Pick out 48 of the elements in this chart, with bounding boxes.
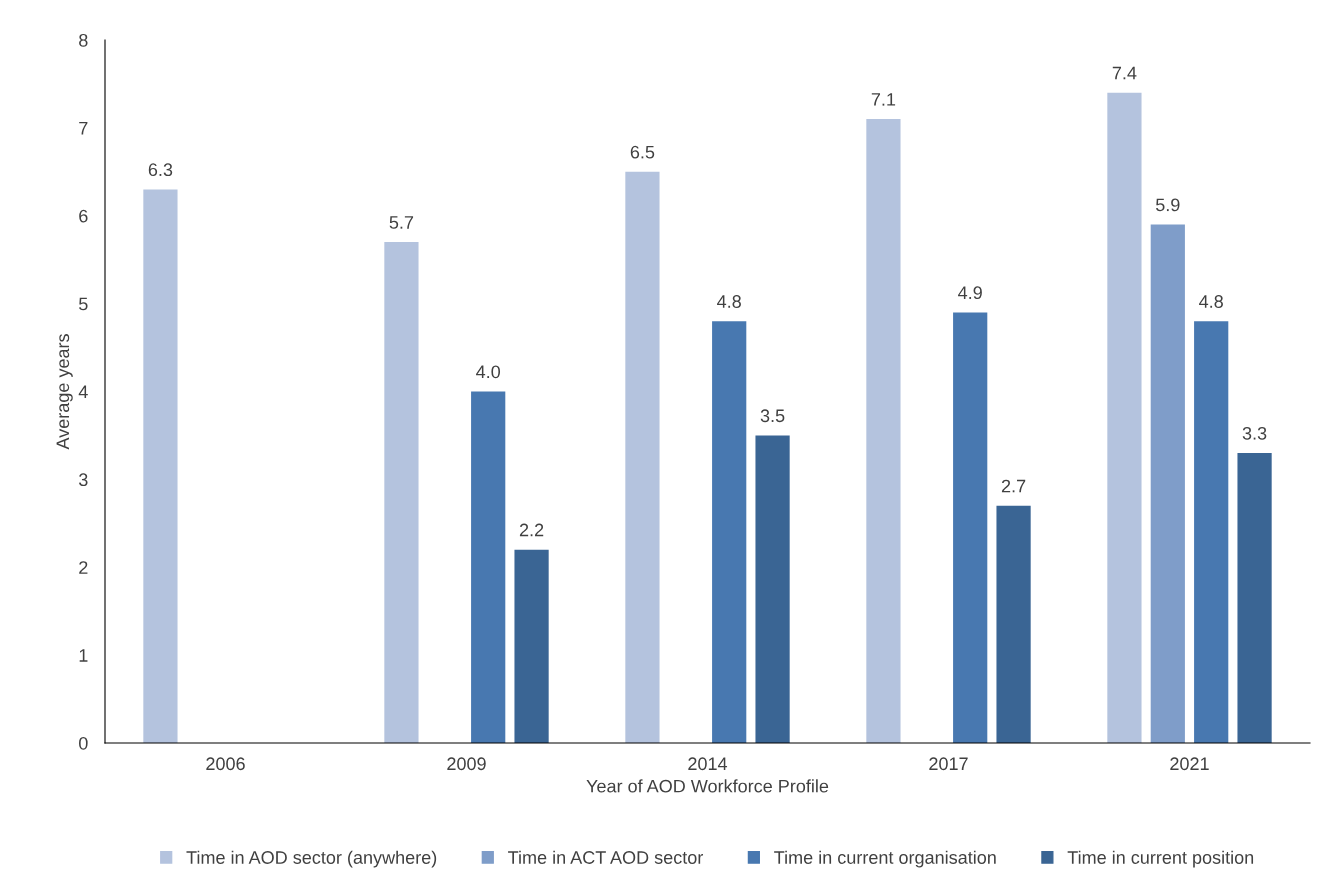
bar [471, 391, 506, 743]
data-label: 2.2 [519, 523, 544, 537]
data-label: 5.7 [389, 216, 414, 229]
bar [143, 189, 178, 743]
y-tick-label: 6 [79, 209, 88, 223]
bar [953, 312, 988, 743]
bar [866, 119, 901, 743]
bar [1194, 321, 1229, 743]
bar [712, 321, 747, 743]
data-label: 7.1 [871, 93, 896, 106]
data-label: 3.5 [760, 409, 785, 423]
data-label: 7.4 [1112, 66, 1137, 80]
legend-label: Time in current organisation [774, 850, 996, 868]
bar [1107, 92, 1142, 743]
x-tick-label: 2009 [447, 757, 486, 771]
y-tick-label: 5 [79, 297, 88, 311]
bar [384, 242, 419, 743]
legend-label: Time in AOD sector (anywhere) [186, 850, 437, 868]
x-tick-label: 2014 [688, 757, 728, 771]
bar [514, 549, 549, 743]
bar [1237, 453, 1272, 743]
y-axis-title: Average years [56, 334, 73, 450]
bar [996, 505, 1031, 743]
x-axis-title: Year of AOD Workforce Profile [586, 779, 829, 793]
y-tick-label: 0 [79, 736, 88, 750]
x-tick-label: 2021 [1170, 757, 1209, 771]
bar [755, 435, 790, 743]
y-tick-label: 1 [79, 649, 88, 662]
data-label: 4.9 [958, 286, 982, 300]
y-tick-label: 7 [79, 122, 88, 135]
legend-label: Time in current position [1067, 850, 1254, 868]
data-label: 4.8 [717, 295, 741, 308]
x-tick-label: 2017 [929, 757, 968, 771]
data-label: 3.3 [1242, 426, 1267, 440]
y-tick-label: 2 [79, 561, 88, 574]
bar [625, 171, 660, 743]
data-label: 5.9 [1155, 198, 1180, 212]
y-tick-label: 4 [78, 385, 88, 399]
data-label: 2.7 [1001, 479, 1026, 493]
x-tick-label: 2006 [206, 757, 245, 771]
legend-label: Time in ACT AOD sector [508, 850, 704, 864]
data-label: 4.0 [476, 365, 501, 379]
data-label: 6.5 [630, 145, 655, 159]
bar [1150, 224, 1185, 743]
y-tick-label: 8 [79, 33, 88, 47]
data-label: 4.8 [1199, 295, 1223, 308]
y-tick-label: 3 [78, 473, 88, 487]
data-label: 6.3 [148, 163, 173, 177]
